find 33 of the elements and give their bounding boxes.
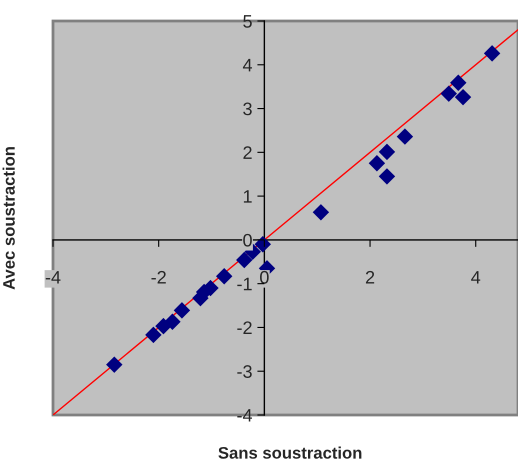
point <box>216 268 232 284</box>
point <box>396 128 414 145</box>
point <box>440 85 457 102</box>
x-axis-title: Sans soustraction <box>218 446 362 459</box>
y-tick-label: 0 <box>243 234 252 247</box>
x-tick-label: 0 <box>260 270 269 284</box>
y-tick-label: 4 <box>242 58 252 72</box>
x-tick-label: -2 <box>151 270 166 284</box>
point <box>312 204 330 221</box>
point <box>378 144 396 160</box>
point <box>106 356 123 373</box>
point <box>164 314 181 330</box>
y-tick-label: 3 <box>243 102 252 116</box>
y-tick-label: -1 <box>237 278 252 290</box>
point <box>236 252 252 268</box>
point <box>378 168 396 185</box>
x-tick-label: 4 <box>471 271 480 284</box>
y-tick-label: -2 <box>237 321 252 334</box>
point <box>450 74 467 91</box>
y-axis-title: Avec soustraction <box>2 147 15 290</box>
y-tick-label: -4 <box>237 409 252 422</box>
y-tick-label: 5 <box>243 15 252 28</box>
y-tick-label: 1 <box>244 190 252 203</box>
point <box>174 302 190 319</box>
y-tick-label: 2 <box>243 146 252 159</box>
point <box>484 45 500 62</box>
y-tick-label: -3 <box>237 365 252 378</box>
point <box>368 155 386 172</box>
point <box>454 88 472 106</box>
point <box>254 236 271 252</box>
point <box>145 326 162 344</box>
x-tick-label: -4 <box>46 271 60 284</box>
x-tick-label: 2 <box>366 270 374 284</box>
